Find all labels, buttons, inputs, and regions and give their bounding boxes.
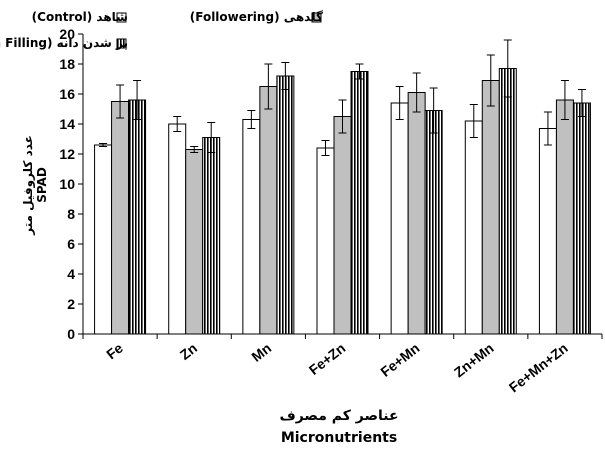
bar <box>390 102 409 335</box>
bar <box>128 99 147 335</box>
y-tick-label: 14 <box>59 116 75 132</box>
y-tick-label: 0 <box>67 326 75 342</box>
x-axis-label-persian: عناصر کم مصرف <box>279 408 398 424</box>
x-tick-label: Fe+Mn <box>377 340 422 380</box>
y-axis-ticks: 0 2 4 6 8 10 12 14 16 18 20 <box>59 26 83 342</box>
y-axis-label: عدد کلروفیل متر SPAD <box>21 135 49 236</box>
bar <box>424 110 443 335</box>
x-tick-label: Mn <box>248 340 274 365</box>
plot-area <box>94 39 591 335</box>
legend-label-followering: گلدهی (Followering) <box>190 10 323 24</box>
legend: شاهد (Control) گلدهی (Followering) پر شد… <box>0 10 323 50</box>
bar <box>276 75 295 335</box>
bar <box>350 71 369 335</box>
x-axis-ticks: Fe Zn Mn Fe+Zn Fe+Mn Zn+Mn Fe+Mn+Zn <box>82 334 603 396</box>
bar <box>481 80 500 335</box>
bar <box>572 102 591 335</box>
bar <box>111 101 130 335</box>
bar <box>333 116 352 335</box>
y-axis-label-spad: SPAD <box>35 167 49 203</box>
bar <box>202 137 221 335</box>
x-tick-label: Zn <box>177 340 200 363</box>
y-tick-label: 16 <box>59 86 75 102</box>
bar <box>94 144 113 335</box>
y-tick-label: 18 <box>59 56 75 72</box>
legend-label-grain-filling: پر شدن دانه (Grain Filling) <box>0 36 128 50</box>
bar <box>464 120 483 335</box>
x-axis-label-english: Micronutrients <box>281 430 397 446</box>
legend-swatch-grain-filling <box>116 38 127 49</box>
bar <box>555 99 574 335</box>
legend-swatch-followering <box>311 12 322 23</box>
bar <box>259 86 278 335</box>
y-tick-label: 12 <box>59 146 75 162</box>
y-tick-label: 2 <box>67 296 75 312</box>
y-tick-label: 6 <box>67 236 75 252</box>
y-tick-label: 4 <box>67 266 75 282</box>
y-axis-label-persian: عدد کلروفیل متر <box>21 135 36 236</box>
bar <box>185 149 204 335</box>
bar <box>168 123 187 335</box>
x-tick-label: Fe+Mn+Zn <box>506 340 571 396</box>
x-tick-label: Fe <box>103 340 126 363</box>
legend-swatch-control <box>116 12 127 23</box>
x-tick-label: Fe+Zn <box>306 340 349 378</box>
bar <box>498 68 517 335</box>
bar <box>242 119 261 335</box>
bar <box>407 92 426 335</box>
legend-label-control: شاهد (Control) <box>32 10 128 24</box>
y-tick-label: 10 <box>59 176 75 192</box>
y-tick-label: 20 <box>59 26 75 42</box>
bar <box>538 128 557 335</box>
bar <box>316 147 335 335</box>
x-tick-label: Zn+Mn <box>451 340 497 381</box>
y-tick-label: 8 <box>67 206 75 222</box>
